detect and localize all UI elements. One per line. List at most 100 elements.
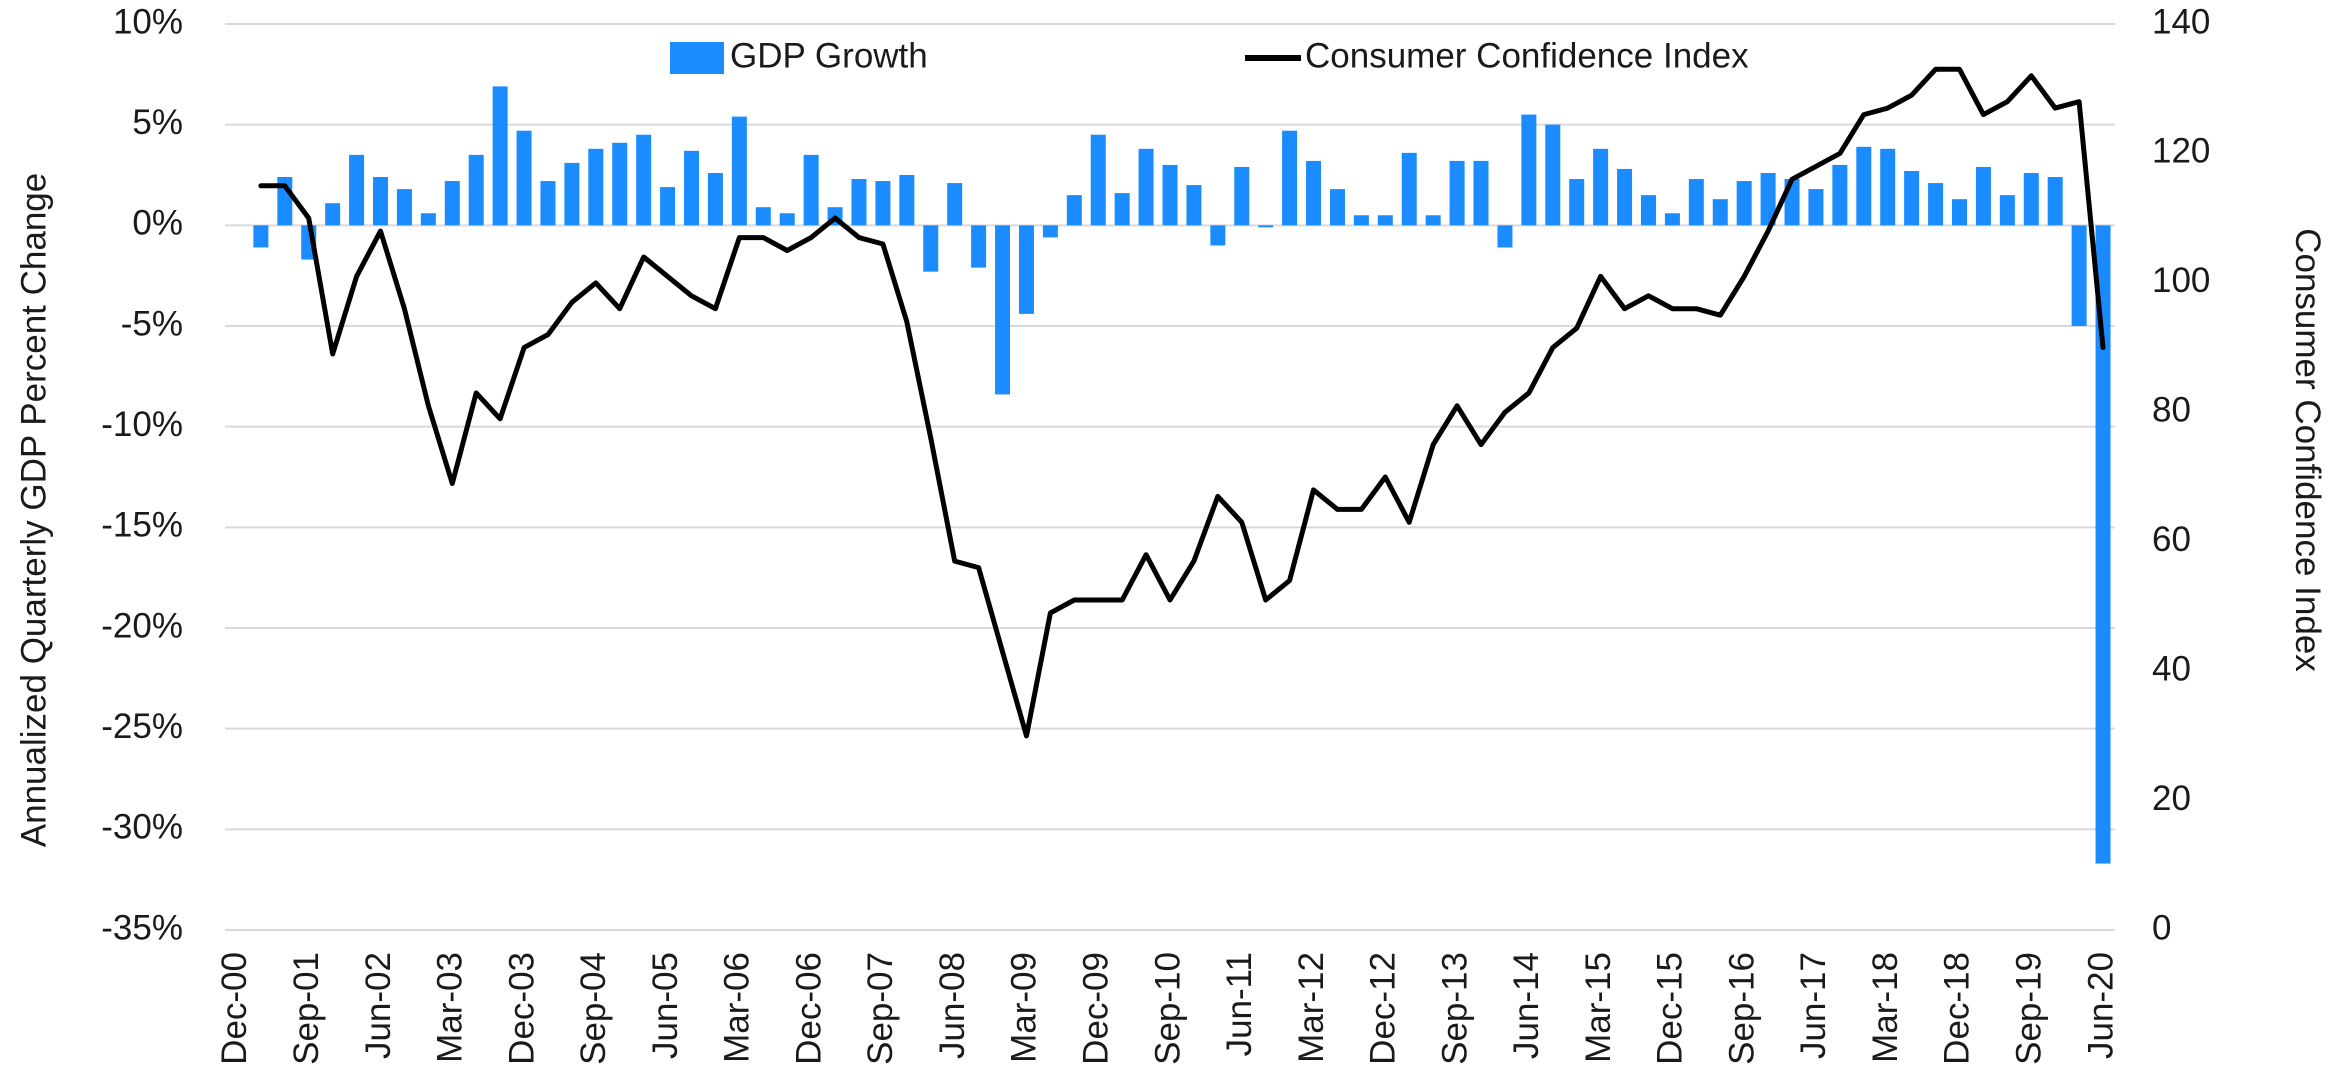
- bar: [1951, 199, 1967, 226]
- bar: [1234, 166, 1250, 226]
- y-tick-label: 10%: [113, 2, 183, 41]
- bar: [516, 130, 532, 226]
- bar: [1736, 181, 1752, 226]
- y2-tick-label: 80: [2152, 391, 2191, 430]
- bar: [803, 154, 819, 226]
- bar: [420, 213, 436, 226]
- x-tick-label: Mar-12: [1292, 952, 1331, 1063]
- line: [258, 66, 2106, 739]
- bar: [1018, 225, 1034, 314]
- bar: [1640, 195, 1656, 226]
- bar: [1999, 195, 2015, 226]
- x-tick-label: Jun-11: [1220, 952, 1259, 1056]
- y2-axis-title: Consumer Confidence Index: [2288, 228, 2327, 672]
- bar: [1832, 164, 1848, 226]
- x-tick-label: Mar-03: [431, 952, 470, 1063]
- bar: [1545, 124, 1561, 226]
- bar: [1880, 148, 1896, 226]
- x-tick-label: Sep-13: [1435, 952, 1474, 1065]
- x-tick-label: Mar-18: [1866, 952, 1905, 1063]
- legend-label: Consumer Confidence Index: [1305, 36, 1749, 75]
- x-tick-label: Jun-08: [933, 952, 972, 1059]
- bar: [564, 162, 580, 226]
- bar: [253, 225, 269, 248]
- y-tick-label: -15%: [101, 506, 183, 545]
- x-tick-label: Dec-06: [789, 952, 828, 1065]
- bar: [1329, 189, 1345, 226]
- bar: [995, 225, 1011, 395]
- y-tick-label: -5%: [121, 304, 183, 343]
- bar: [396, 189, 412, 226]
- x-tick-label: Jun-17: [1794, 952, 1833, 1059]
- bar: [1497, 225, 1513, 248]
- bar: [2023, 172, 2039, 226]
- bar: [1066, 195, 1082, 226]
- bar: [1138, 148, 1154, 226]
- bar: [971, 225, 987, 268]
- x-tick-label: Dec-18: [1938, 952, 1977, 1065]
- x-tick-label: Dec-12: [1364, 952, 1403, 1065]
- bar: [684, 150, 700, 226]
- bar: [1688, 179, 1704, 226]
- x-tick-label: Sep-10: [1148, 952, 1187, 1065]
- bar: [1760, 172, 1776, 226]
- y2-tick-label: 60: [2152, 520, 2191, 559]
- bar: [1808, 189, 1824, 226]
- y2-tick-label: 140: [2152, 2, 2210, 41]
- bar: [636, 134, 652, 226]
- bar: [492, 86, 508, 226]
- bar: [1353, 215, 1369, 226]
- bar: [899, 175, 915, 226]
- x-tick-label: Sep-16: [1722, 952, 1761, 1065]
- bar: [1114, 193, 1130, 226]
- y-axis-title: Annualized Quarterly GDP Percent Change: [14, 173, 53, 847]
- bar: [444, 181, 460, 226]
- bar: [325, 203, 341, 226]
- x-tick-label: Jun-02: [359, 952, 398, 1059]
- bar: [1975, 166, 1991, 226]
- y-tick-label: -20%: [101, 606, 183, 645]
- y-tick-label: -10%: [101, 405, 183, 444]
- bar: [2047, 177, 2063, 226]
- x-tick-label: Sep-07: [861, 952, 900, 1065]
- x-tick-label: Sep-04: [574, 952, 613, 1065]
- bar: [731, 116, 747, 226]
- legend-label: GDP Growth: [730, 36, 928, 75]
- bar: [1162, 164, 1178, 226]
- bar: [923, 225, 939, 272]
- y-tick-label: -25%: [101, 707, 183, 746]
- bar: [1617, 168, 1633, 226]
- bar: [1282, 130, 1298, 226]
- bar: [540, 181, 556, 226]
- y-tick-label: 0%: [132, 204, 183, 243]
- x-tick-label: Mar-06: [718, 952, 757, 1063]
- bar: [373, 177, 389, 226]
- y2-tick-label: 40: [2152, 649, 2191, 688]
- bar: [1449, 160, 1465, 226]
- bar: [1306, 160, 1322, 226]
- y2-tick-label: 20: [2152, 779, 2191, 818]
- x-tick-label: Dec-15: [1651, 952, 1690, 1065]
- bar: [2095, 225, 2111, 864]
- x-tick-label: Mar-09: [1005, 952, 1044, 1063]
- bar: [1569, 179, 1585, 226]
- y-tick-label: -35%: [101, 908, 183, 947]
- x-tick-label: Sep-01: [287, 952, 326, 1065]
- bar: [1258, 225, 1274, 228]
- bar: [1401, 152, 1417, 226]
- x-tick-label: Dec-03: [502, 952, 541, 1065]
- bar: [349, 154, 365, 226]
- bar: [1928, 183, 1944, 226]
- bar: [875, 181, 891, 226]
- bar: [660, 187, 676, 226]
- bar: [1090, 134, 1106, 226]
- bar: [1210, 225, 1226, 246]
- bar: [1042, 225, 1058, 238]
- bar: [612, 142, 628, 226]
- bar: [1473, 160, 1489, 226]
- bar: [1856, 146, 1872, 226]
- bar: [1593, 148, 1609, 226]
- bar: [851, 179, 867, 226]
